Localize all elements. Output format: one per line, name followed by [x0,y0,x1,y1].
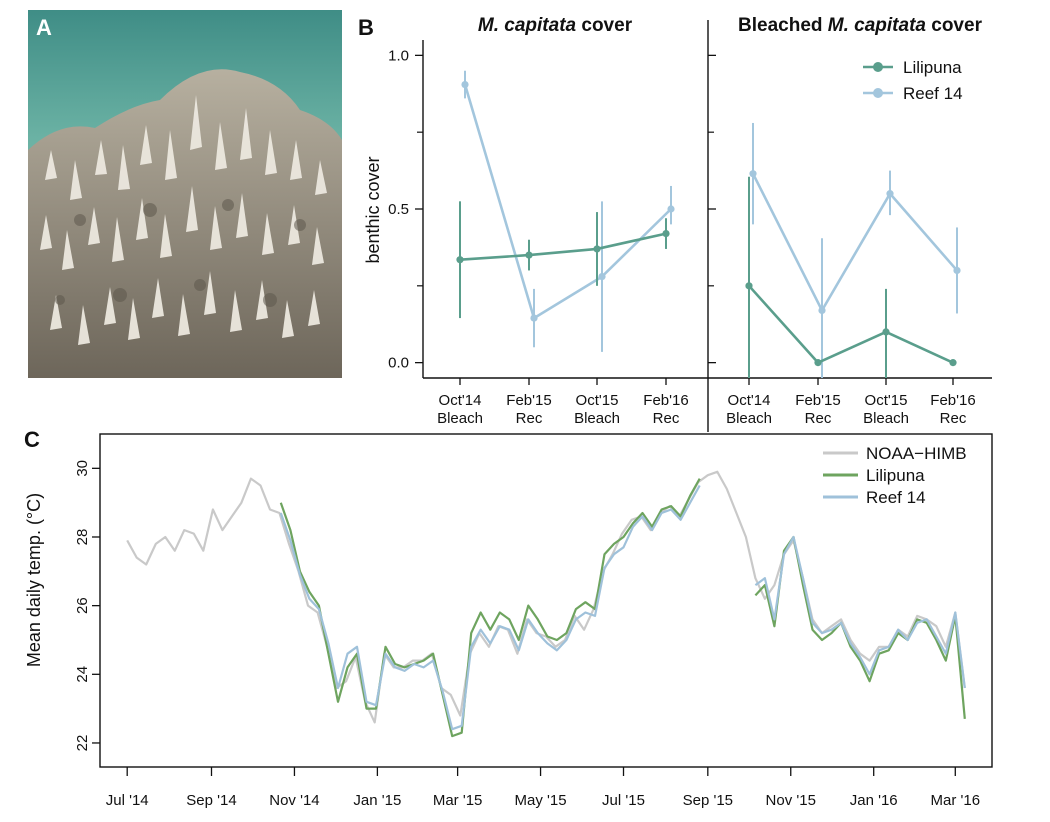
series-line-noaa-himb [126,470,966,724]
point-lilipuna [949,359,957,367]
legend-marker-lilipuna [873,62,883,72]
b-xtick-sublabel: Bleach [437,410,483,427]
c-y-axis: 22 24 26 28 30 [74,460,100,751]
b-xtick-sublabel: Rec [940,410,967,427]
legend-item-reef14-c: Reef 14 [823,488,926,507]
b-xtick-label: Feb'16 [643,392,688,409]
c-ytick-label: 22 [74,735,91,752]
legend-item-lilipuna-c: Lilipuna [823,466,925,485]
c-xtick-label: Nov '15 [766,792,816,809]
c-ylabel: Mean daily temp. (°C) [24,493,44,667]
legend-item-lilipuna: Lilipuna [863,58,962,77]
point-reef14 [886,190,894,198]
b-ylabel: benthic cover [363,156,383,263]
b-xtick-sublabel: Bleach [726,410,772,427]
b-left-plot [456,70,675,352]
point-lilipuna [882,328,890,336]
series-line-reef14 [751,173,958,312]
c-xtick-label: Jan '15 [353,792,401,809]
c-ytick-label: 30 [74,460,91,477]
legend-item-reef14: Reef 14 [863,84,963,103]
c-xtick-label: Mar '15 [433,792,483,809]
b-x-axis: Oct'14BleachFeb'15RecOct'15BleachFeb'16R… [437,378,976,427]
b-right-plot [745,122,961,378]
point-reef14 [953,266,961,275]
legend-label-lilipuna: Lilipuna [903,58,962,77]
c-xtick-label: Mar '16 [931,792,981,809]
c-xtick-label: Jul '14 [106,792,149,809]
point-reef14 [461,80,469,89]
b-xtick-label: Oct'14 [439,392,482,409]
c-ytick-label: 26 [74,597,91,614]
point-lilipuna [525,251,533,259]
b-xtick-sublabel: Rec [653,410,680,427]
b-y-axis: 0.0 0.5 1.0 [388,47,716,372]
legend-label-reef14-c: Reef 14 [866,488,926,507]
point-lilipuna [456,256,464,264]
c-legend: NOAA−HIMB Lilipuna Reef 14 [823,444,967,507]
point-lilipuna [593,245,601,253]
point-reef14 [749,170,757,178]
point-reef14 [598,273,606,281]
b-left-title: M. capitata cover [478,15,633,36]
c-xtick-label: May '15 [515,792,567,809]
c-x-axis: Jul '14 Sep '14 Nov '14 Jan '15 Mar '15 May '… [106,767,980,809]
b-xtick-label: Oct'15 [865,392,908,409]
legend-marker-reef14 [873,88,883,98]
series-line-lilipuna [754,535,966,720]
c-xtick-label: Sep '14 [186,792,236,809]
b-legend: Lilipuna Reef 14 [863,58,963,103]
point-lilipuna [662,229,670,238]
b-xtick-sublabel: Bleach [863,410,909,427]
point-lilipuna [745,282,753,290]
series-line-reef14 [463,84,672,320]
b-ytick-label: 0.5 [388,201,409,218]
c-xtick-label: Jul '15 [602,792,645,809]
coral-photo [28,10,342,378]
c-plot-frame [99,433,993,768]
c-ytick-label: 24 [74,666,91,683]
b-ytick-label: 0.0 [388,355,409,372]
b-xtick-label: Feb'16 [930,392,975,409]
point-lilipuna [814,359,822,367]
point-reef14 [667,205,675,213]
legend-item-noaa: NOAA−HIMB [823,444,967,463]
series-line-lilipuna [459,232,667,261]
c-xtick-label: Sep '15 [683,792,733,809]
b-ytick-label: 1.0 [388,47,409,64]
legend-label-reef14: Reef 14 [903,84,963,103]
b-xtick-label: Oct'15 [576,392,619,409]
panel-label-b: B [358,15,374,40]
c-xtick-label: Jan '16 [850,792,898,809]
series-line-lilipuna [748,284,954,364]
series-line-reef14 [279,484,701,731]
b-right-title: Bleached M. capitata cover [738,15,983,36]
b-xtick-sublabel: Rec [805,410,832,427]
series-line-reef14 [754,535,966,689]
b-xtick-label: Feb'15 [795,392,840,409]
legend-label-lilipuna-c: Lilipuna [866,466,925,485]
c-ytick-label: 28 [74,529,91,546]
legend-label-noaa: NOAA−HIMB [866,444,967,463]
b-xtick-sublabel: Rec [516,410,543,427]
b-xtick-label: Feb'15 [506,392,551,409]
panel-label-c: C [24,427,40,452]
b-xtick-sublabel: Bleach [574,410,620,427]
panel-label-a: A [36,15,52,40]
b-xtick-label: Oct'14 [728,392,771,409]
series-line-lilipuna [279,478,701,738]
b-axes [422,20,992,432]
c-plot [126,470,966,738]
point-reef14 [818,306,826,314]
c-xtick-label: Nov '14 [269,792,319,809]
point-reef14 [530,314,538,322]
